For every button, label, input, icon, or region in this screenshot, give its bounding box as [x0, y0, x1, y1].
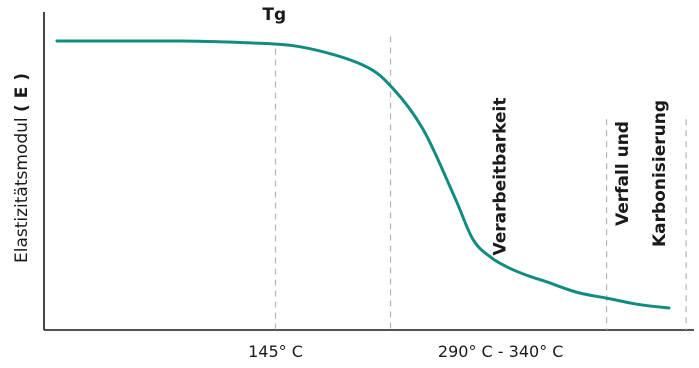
annotation-4: Karbonisierung — [650, 100, 670, 247]
series-line — [55, 39, 671, 310]
annotation-3: Verfall und — [613, 121, 633, 226]
annotation-1: Tg — [262, 5, 286, 25]
x-tick-label-1: 145° C — [248, 342, 303, 361]
tick-labels: 145° C 290° C - 340° C — [248, 342, 563, 361]
axes — [43, 12, 694, 331]
series-layer — [55, 39, 671, 310]
y-axis-label-main: Elastizitätsmodul — [12, 117, 32, 263]
x-tick-label-2: 290° C - 340° C — [438, 342, 564, 361]
y-axis-label-bold: ( E ) — [12, 73, 32, 112]
annotations: Tg Verarbeitbarkeit Verfall und Karbonisier… — [262, 5, 669, 256]
y-axis-label: Elastizitätsmodul ( E ) — [12, 73, 32, 263]
annotation-2: Verarbeitbarkeit — [491, 97, 511, 255]
